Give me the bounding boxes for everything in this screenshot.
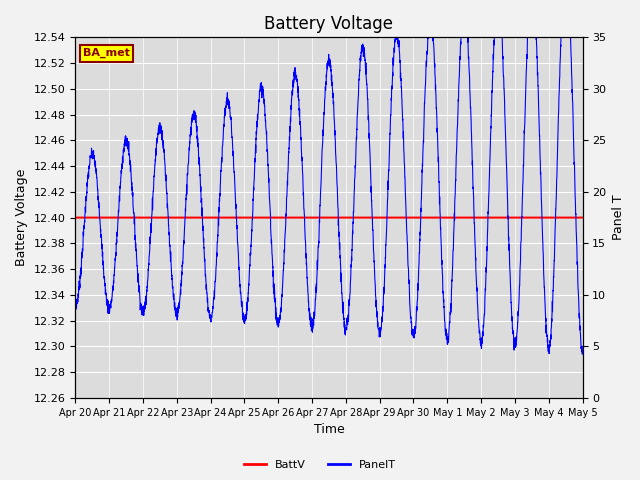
Y-axis label: Battery Voltage: Battery Voltage bbox=[15, 169, 28, 266]
Y-axis label: Panel T: Panel T bbox=[612, 195, 625, 240]
X-axis label: Time: Time bbox=[314, 423, 344, 436]
Text: BA_met: BA_met bbox=[83, 48, 130, 59]
Legend: BattV, PanelT: BattV, PanelT bbox=[239, 456, 401, 474]
Title: Battery Voltage: Battery Voltage bbox=[264, 15, 394, 33]
